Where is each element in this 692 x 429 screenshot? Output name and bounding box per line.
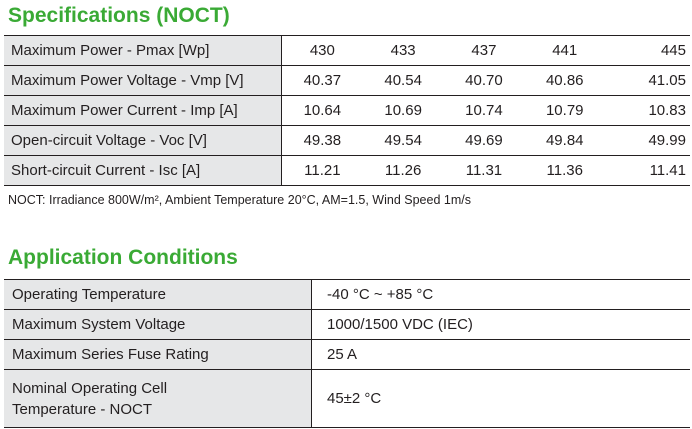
spec-value-cell: 437 (471, 42, 497, 59)
noct-label-text: Nominal Operating Cell Temperature - NOC… (12, 379, 168, 418)
application-conditions-title: Application Conditions (8, 246, 238, 269)
condition-value: 45±2 °C (311, 369, 690, 428)
spec-row: Short-circuit Current - Isc [A] 11.21 11.2… (4, 155, 690, 186)
spec-value-cell: 41.05 (605, 65, 690, 96)
noct-conditions-note: NOCT: Irradiance 800W/m², Ambient Temper… (8, 193, 471, 207)
spec-value-cell: 11.21 (281, 155, 363, 186)
spec-value-cell: 40.70 (443, 65, 525, 96)
spec-value-cell: 10.79 (524, 95, 606, 126)
spec-row: Open-circuit Voltage - Voc [V] 49.38 49.54… (4, 125, 690, 156)
specifications-title: Specifications (NOCT) (8, 4, 230, 27)
spec-value-cell: 10.74 (443, 95, 525, 126)
spec-value-cell: 11.36 (524, 155, 606, 186)
spec-value-cell: 40.37 (281, 65, 363, 96)
specifications-table: Maximum Power - Pmax [Wp] 430 433 437 441 445… (4, 35, 690, 186)
spec-row-label: Maximum Power - Pmax [Wp] (4, 35, 282, 66)
condition-row: Nominal Operating Cell Temperature - NOC… (4, 369, 690, 428)
condition-row: Maximum System Voltage 1000/1500 VDC (IEC… (4, 309, 690, 340)
spec-row: Maximum Power Voltage - Vmp [V] 40.37 40.5… (4, 65, 690, 96)
spec-value-cell: 49.54 (362, 125, 444, 156)
application-conditions-table: Operating Temperature -40 °C ~ +85 °C Maxi… (4, 279, 690, 428)
spec-value-cell: 10.83 (605, 95, 690, 126)
spec-value-cell: 10.69 (362, 95, 444, 126)
spec-value-cell: 10.64 (281, 95, 363, 126)
spec-value-cell: 49.69 (443, 125, 525, 156)
spec-value-cell: 445 (660, 42, 686, 59)
condition-value: 1000/1500 VDC (IEC) (311, 309, 690, 340)
spec-row-label: Maximum Power Current - Imp [A] (4, 95, 282, 126)
condition-label: Maximum System Voltage (4, 309, 312, 340)
spec-row-label: Maximum Power Voltage - Vmp [V] (4, 65, 282, 96)
spec-row: Maximum Power - Pmax [Wp] 430 433 437 441 445 (4, 35, 690, 66)
condition-label: Nominal Operating Cell Temperature - NOC… (4, 369, 312, 428)
spec-value-cell: 49.99 (605, 125, 690, 156)
spec-value-cell: 433 (390, 42, 416, 59)
spec-value-cell: 11.31 (443, 155, 525, 186)
spec-value-cell: 441 (552, 42, 578, 59)
spec-value-cell: 40.54 (362, 65, 444, 96)
spec-value-cell: 49.84 (524, 125, 606, 156)
spec-value-cell: 11.26 (362, 155, 444, 186)
spec-value-cell: 430 (309, 42, 335, 59)
condition-row: Operating Temperature -40 °C ~ +85 °C (4, 279, 690, 310)
spec-row: Maximum Power Current - Imp [A] 10.64 10.6… (4, 95, 690, 126)
spec-value-cell: 40.86 (524, 65, 606, 96)
spec-value-cell: 49.38 (281, 125, 363, 156)
condition-label: Maximum Series Fuse Rating (4, 339, 312, 370)
spec-value-cell: 11.41 (605, 155, 690, 186)
condition-value: -40 °C ~ +85 °C (327, 286, 434, 303)
condition-row: Maximum Series Fuse Rating 25 A (4, 339, 690, 370)
spec-row-label: Open-circuit Voltage - Voc [V] (4, 125, 282, 156)
condition-label: Operating Temperature (4, 279, 312, 310)
spec-row-label: Short-circuit Current - Isc [A] (4, 155, 282, 186)
condition-value: 25 A (311, 339, 690, 370)
